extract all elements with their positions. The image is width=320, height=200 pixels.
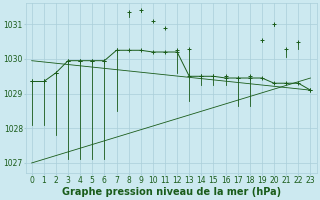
X-axis label: Graphe pression niveau de la mer (hPa): Graphe pression niveau de la mer (hPa)	[61, 187, 281, 197]
